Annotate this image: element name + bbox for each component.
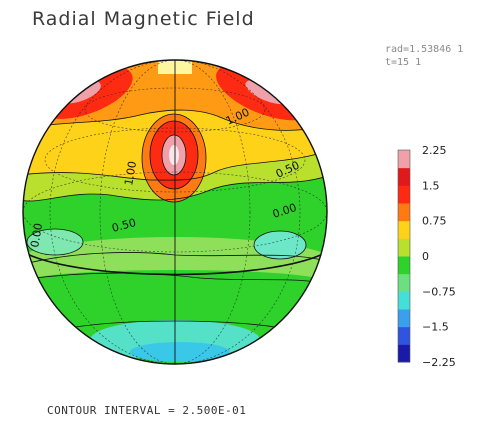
radius-readout: rad=1.53846 1 [385, 44, 464, 55]
contour-line [149, 120, 199, 190]
contour-line [141, 113, 207, 203]
colorbar-segment [398, 326, 410, 345]
colorbar-tick-label: −0.75 [422, 285, 456, 298]
colorbar-segment [398, 309, 410, 328]
colorbar-segment [398, 203, 410, 222]
parameter-readout: rad=1.53846 1 t=15 1 [385, 43, 463, 69]
sphere-outline [22, 59, 328, 365]
contour-interval-note: CONTOUR INTERVAL = 2.500E-01 [47, 404, 247, 417]
chart-title: Radial Magnetic Field [32, 8, 255, 30]
colorbar-tick-label: 1.5 [422, 179, 440, 192]
contour-label: 1.00 [122, 160, 139, 186]
colorbar [397, 149, 411, 363]
colorbar-ticks: 2.25 1.5 0.75 0 −0.75 −1.5 −2.25 [422, 144, 456, 369]
colorbar-tick-label: 0.75 [422, 215, 447, 228]
colorbar-segment [398, 344, 410, 363]
contour-line [23, 109, 327, 131]
contour-line [161, 134, 187, 176]
contour-line [23, 272, 327, 286]
field-central-peak [169, 145, 179, 165]
contour-line [253, 230, 307, 260]
colorbar-segment [398, 167, 410, 186]
contour-line [23, 174, 327, 202]
time-readout: t=15 1 [385, 57, 422, 68]
field-cyan-south-core [130, 342, 230, 362]
colorbar-segment [398, 220, 410, 239]
colorbar-segment [398, 150, 410, 169]
colorbar-tick-label: 0 [422, 250, 429, 263]
contour-line [23, 149, 327, 181]
colorbar-segment [398, 291, 410, 310]
field-cyan-spot-east [254, 231, 306, 259]
colorbar-segment [398, 256, 410, 275]
sphere-field-map [23, 60, 327, 364]
field-cyan-spot-west [27, 229, 83, 255]
colorbar-tick-label: 2.25 [422, 144, 447, 157]
colorbar-segment [398, 238, 410, 257]
contour-label: 0.00 [28, 222, 45, 248]
contour-label: 0.50 [110, 216, 137, 235]
colorbar-segment [398, 273, 410, 292]
equator-line [23, 251, 327, 276]
colorbar-segment [398, 185, 410, 204]
graticule-meridian [49, 60, 301, 364]
colorbar-outline [397, 149, 411, 363]
colorbar-tick-label: −1.5 [422, 321, 449, 334]
graticule-meridian [99, 60, 251, 364]
colorbar-tick-label: −2.25 [422, 356, 456, 369]
